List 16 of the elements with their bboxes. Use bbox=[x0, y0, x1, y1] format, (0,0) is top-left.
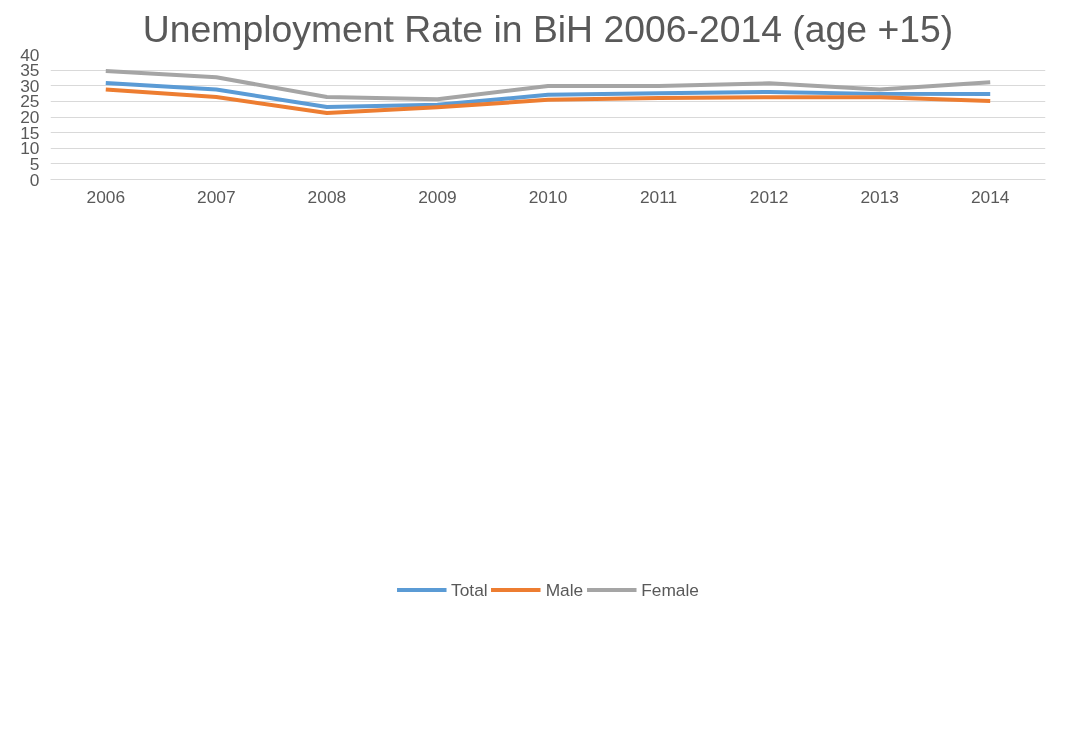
chart-title: Unemployment Rate in BiH 2006-2014 (age +15) bbox=[142, 7, 954, 50]
line-series bbox=[103, 80, 993, 109]
x-tick-label: 2012 bbox=[749, 186, 789, 207]
legend-label: Male bbox=[545, 579, 584, 601]
x-tick-label: 2007 bbox=[197, 186, 236, 207]
x-tick-label: 2010 bbox=[528, 186, 568, 207]
line-series bbox=[103, 69, 993, 102]
x-tick-label: 2008 bbox=[307, 186, 347, 207]
x-tick-label: 2009 bbox=[418, 186, 457, 207]
x-tick-label: 2014 bbox=[970, 186, 1010, 207]
line-series bbox=[103, 87, 993, 115]
x-tick-label: 2006 bbox=[86, 186, 126, 207]
x-tick-label: 2013 bbox=[860, 186, 899, 207]
legend-label: Female bbox=[641, 579, 699, 601]
legend-label: Total bbox=[451, 579, 488, 601]
x-tick-label: 2011 bbox=[639, 186, 678, 207]
